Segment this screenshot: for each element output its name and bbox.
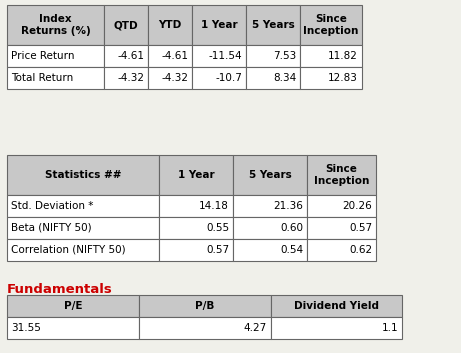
Text: Since
Inception: Since Inception	[314, 164, 369, 186]
Text: -10.7: -10.7	[215, 73, 242, 83]
Text: YTD: YTD	[159, 20, 182, 30]
Bar	[307, 217, 376, 239]
Bar	[246, 45, 300, 67]
Text: Fundamentals: Fundamentals	[7, 283, 113, 296]
Bar	[148, 67, 192, 89]
Text: Std. Deviation *: Std. Deviation *	[11, 201, 94, 211]
Bar	[104, 67, 148, 89]
Bar	[159, 239, 233, 261]
Bar	[300, 5, 362, 45]
Bar	[233, 239, 307, 261]
Text: Beta (NIFTY 50): Beta (NIFTY 50)	[11, 223, 92, 233]
Bar	[300, 67, 362, 89]
Bar	[7, 155, 159, 195]
Bar	[104, 5, 148, 45]
Bar	[7, 317, 139, 339]
Text: 11.82: 11.82	[328, 51, 358, 61]
Bar	[233, 155, 307, 195]
Bar	[192, 5, 246, 45]
Text: Total Return: Total Return	[11, 73, 73, 83]
Text: -4.32: -4.32	[117, 73, 144, 83]
Text: Index
Returns (%): Index Returns (%)	[21, 14, 90, 36]
Text: QTD: QTD	[114, 20, 138, 30]
Text: Dividend Yield: Dividend Yield	[294, 301, 379, 311]
Text: P/B: P/B	[195, 301, 215, 311]
Text: 7.53: 7.53	[273, 51, 296, 61]
Bar	[192, 45, 246, 67]
Text: 14.18: 14.18	[199, 201, 229, 211]
Bar	[271, 295, 402, 317]
Bar	[300, 45, 362, 67]
Text: 1 Year: 1 Year	[201, 20, 237, 30]
Text: 4.27: 4.27	[244, 323, 267, 333]
Bar	[307, 239, 376, 261]
Bar	[148, 45, 192, 67]
Bar	[7, 217, 159, 239]
Bar	[159, 217, 233, 239]
Bar	[307, 155, 376, 195]
Text: 8.34: 8.34	[273, 73, 296, 83]
Text: -4.61: -4.61	[161, 51, 188, 61]
Text: -4.61: -4.61	[117, 51, 144, 61]
Bar	[139, 317, 271, 339]
Text: 0.57: 0.57	[349, 223, 372, 233]
Bar	[104, 45, 148, 67]
Text: 12.83: 12.83	[328, 73, 358, 83]
Bar	[7, 67, 104, 89]
Bar	[7, 45, 104, 67]
Text: Since
Inception: Since Inception	[303, 14, 359, 36]
Bar	[159, 195, 233, 217]
Text: 0.62: 0.62	[349, 245, 372, 255]
Bar	[233, 217, 307, 239]
Text: Price Return: Price Return	[11, 51, 75, 61]
Text: 5 Years: 5 Years	[248, 170, 291, 180]
Bar	[7, 5, 104, 45]
Text: 0.57: 0.57	[206, 245, 229, 255]
Bar	[246, 5, 300, 45]
Bar	[159, 155, 233, 195]
Text: 0.55: 0.55	[206, 223, 229, 233]
Bar	[246, 67, 300, 89]
Bar	[307, 195, 376, 217]
Text: 1 Year: 1 Year	[177, 170, 214, 180]
Bar	[148, 5, 192, 45]
Bar	[139, 295, 271, 317]
Text: 5 Years: 5 Years	[252, 20, 295, 30]
Bar	[7, 295, 139, 317]
Text: -11.54: -11.54	[208, 51, 242, 61]
Text: P/E: P/E	[64, 301, 82, 311]
Text: 21.36: 21.36	[273, 201, 303, 211]
Text: 1.1: 1.1	[381, 323, 398, 333]
Text: -4.32: -4.32	[161, 73, 188, 83]
Bar	[7, 239, 159, 261]
Text: 0.60: 0.60	[280, 223, 303, 233]
Text: 20.26: 20.26	[342, 201, 372, 211]
Bar	[192, 67, 246, 89]
Text: 0.54: 0.54	[280, 245, 303, 255]
Bar	[7, 195, 159, 217]
Text: Statistics ##: Statistics ##	[45, 170, 121, 180]
Text: Correlation (NIFTY 50): Correlation (NIFTY 50)	[11, 245, 126, 255]
Bar	[271, 317, 402, 339]
Text: 31.55: 31.55	[11, 323, 41, 333]
Bar	[233, 195, 307, 217]
